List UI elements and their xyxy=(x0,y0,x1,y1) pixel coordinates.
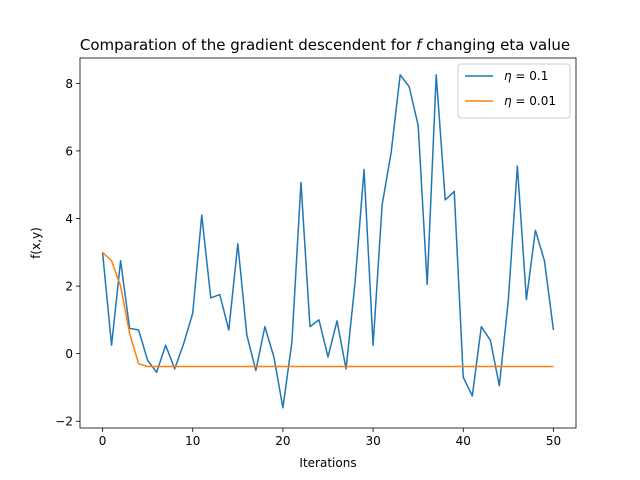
legend-box xyxy=(457,63,571,119)
legend-value-eta-0.01: = 0.01 xyxy=(512,94,556,108)
legend-symbol-eta-0.1: η xyxy=(504,69,512,83)
x-tick-label: 50 xyxy=(546,434,561,448)
x-tick-label: 20 xyxy=(275,434,290,448)
x-tick-label: 40 xyxy=(456,434,471,448)
legend-symbol-eta-0.01: η xyxy=(504,94,512,108)
y-tick-label: −2 xyxy=(55,415,73,429)
x-tick-label: 0 xyxy=(99,434,107,448)
series-line-eta-0.01 xyxy=(102,251,554,368)
x-tick-label: 30 xyxy=(365,434,380,448)
legend-value-eta-0.1: = 0.1 xyxy=(512,69,549,83)
x-axis-ticks: 0 10 20 30 40 50 xyxy=(99,428,561,448)
legend: η = 0.1 η = 0.01 xyxy=(457,63,571,119)
chart-title: Comparation of the gradient descendent f… xyxy=(80,36,570,54)
x-tick-label: 10 xyxy=(185,434,200,448)
y-tick-label: 6 xyxy=(65,144,73,158)
y-tick-label: 4 xyxy=(65,212,73,226)
legend-label-eta-0.01: η = 0.01 xyxy=(504,94,556,108)
legend-label-eta-0.1: η = 0.1 xyxy=(504,69,548,83)
x-axis-label: Iterations xyxy=(299,456,356,470)
y-axis-label: f(x,y) xyxy=(29,227,43,259)
y-axis-ticks: −2 0 2 4 6 8 xyxy=(55,77,80,429)
plot-lines xyxy=(101,74,555,409)
y-tick-label: 8 xyxy=(65,77,73,91)
y-tick-label: 0 xyxy=(65,347,73,361)
plot-frame xyxy=(79,57,577,429)
series-line-eta-0.1 xyxy=(101,74,555,409)
chart-title-text: Comparation of the gradient descendent f… xyxy=(80,36,412,54)
y-tick-label: 2 xyxy=(65,280,73,294)
chart-title-suffix: changing eta value xyxy=(426,36,570,54)
chart-title-symbol: f xyxy=(416,36,424,54)
